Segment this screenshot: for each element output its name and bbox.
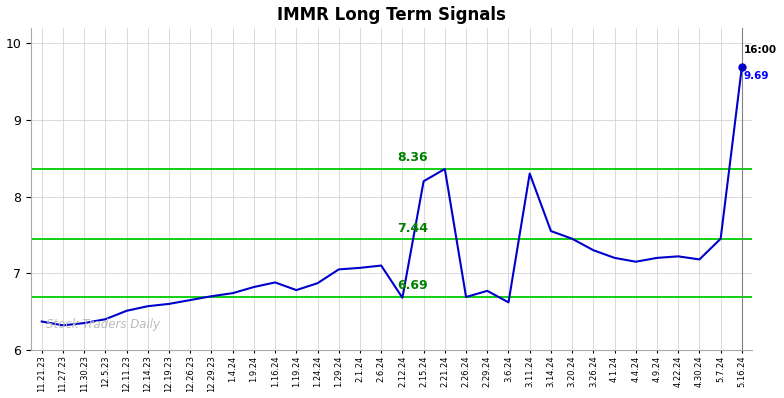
Text: 9.69: 9.69: [744, 71, 769, 81]
Text: Stock Traders Daily: Stock Traders Daily: [45, 318, 160, 331]
Text: 8.36: 8.36: [397, 151, 428, 164]
Title: IMMR Long Term Signals: IMMR Long Term Signals: [278, 6, 506, 23]
Text: 7.44: 7.44: [397, 222, 429, 235]
Text: 16:00: 16:00: [744, 45, 777, 55]
Text: 6.69: 6.69: [397, 279, 428, 292]
